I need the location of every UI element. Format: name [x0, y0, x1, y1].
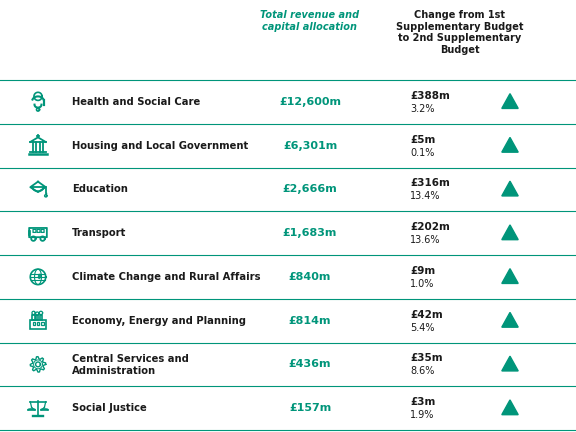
Text: 3.2%: 3.2%: [410, 104, 434, 114]
Bar: [33, 322, 35, 325]
Polygon shape: [502, 269, 518, 283]
Text: £814m: £814m: [289, 316, 331, 326]
Text: £1,683m: £1,683m: [283, 228, 337, 238]
Bar: [32, 315, 35, 320]
Polygon shape: [502, 94, 518, 108]
Text: £202m: £202m: [410, 222, 450, 232]
Text: Housing and Local Government: Housing and Local Government: [72, 141, 248, 151]
Polygon shape: [502, 225, 518, 240]
Polygon shape: [502, 400, 518, 415]
Text: 1.9%: 1.9%: [410, 410, 434, 420]
Text: Social Justice: Social Justice: [72, 403, 147, 413]
Polygon shape: [39, 274, 41, 279]
Text: £436m: £436m: [289, 359, 331, 369]
Polygon shape: [502, 181, 518, 196]
Text: Central Services and: Central Services and: [72, 354, 189, 364]
Text: £12,600m: £12,600m: [279, 97, 341, 107]
Polygon shape: [502, 137, 518, 152]
Text: £157m: £157m: [289, 403, 331, 413]
Text: Change from 1st
Supplementary Budget
to 2nd Supplementary
Budget: Change from 1st Supplementary Budget to …: [396, 10, 524, 55]
Text: £388m: £388m: [410, 91, 450, 101]
Bar: [37, 322, 40, 325]
Bar: [30, 320, 46, 329]
Text: 1.0%: 1.0%: [410, 279, 434, 289]
Bar: [40, 315, 42, 320]
Text: £3m: £3m: [410, 397, 435, 407]
Polygon shape: [502, 312, 518, 327]
Polygon shape: [502, 356, 518, 371]
Text: £42m: £42m: [410, 310, 443, 320]
Text: Education: Education: [72, 184, 128, 194]
Text: Transport: Transport: [72, 228, 126, 238]
Text: Climate Change and Rural Affairs: Climate Change and Rural Affairs: [72, 272, 260, 282]
Text: £5m: £5m: [410, 135, 435, 145]
Text: 0.1%: 0.1%: [410, 148, 434, 158]
Text: £9m: £9m: [410, 266, 435, 276]
Bar: [41, 322, 44, 325]
Text: Total revenue and
capital allocation: Total revenue and capital allocation: [260, 10, 359, 32]
Text: 13.6%: 13.6%: [410, 235, 441, 245]
Bar: [36, 315, 39, 320]
Text: 5.4%: 5.4%: [410, 323, 434, 333]
Text: Economy, Energy and Planning: Economy, Energy and Planning: [72, 316, 246, 326]
Text: Administration: Administration: [72, 366, 156, 376]
Text: £35m: £35m: [410, 353, 442, 363]
Text: 8.6%: 8.6%: [410, 366, 434, 376]
Text: 13.4%: 13.4%: [410, 191, 441, 201]
Text: £840m: £840m: [289, 272, 331, 282]
Text: £6,301m: £6,301m: [283, 141, 337, 151]
Text: £316m: £316m: [410, 178, 450, 188]
Text: £2,666m: £2,666m: [283, 184, 338, 194]
Text: Health and Social Care: Health and Social Care: [72, 97, 200, 107]
